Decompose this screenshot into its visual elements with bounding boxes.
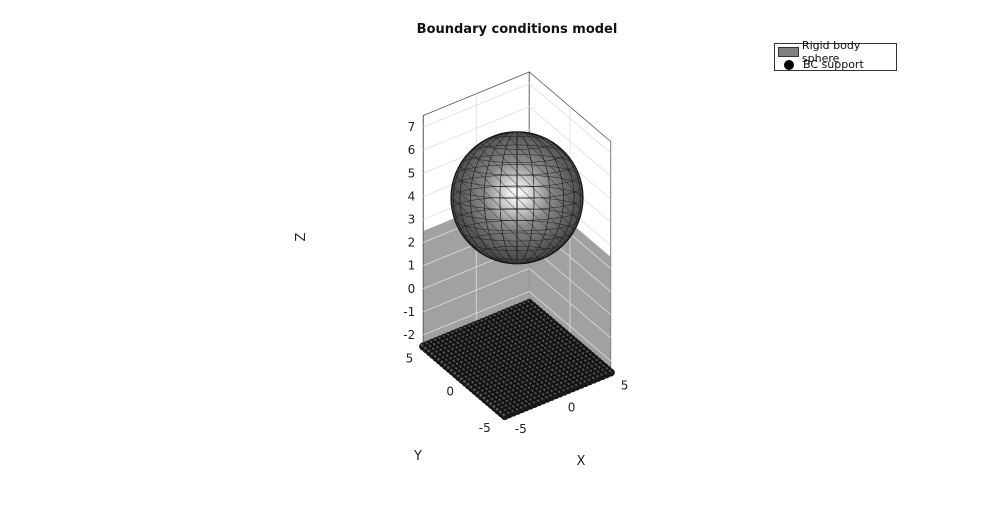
bc-support-point-highlight bbox=[453, 371, 457, 375]
sphere-diagonal bbox=[451, 131, 493, 264]
sphere-meridian bbox=[459, 131, 575, 264]
bc-support-point-highlight bbox=[424, 346, 427, 350]
z-tick-label: 2 bbox=[408, 236, 416, 250]
bc-support-point-highlight bbox=[466, 382, 470, 386]
z-tick-label: 0 bbox=[408, 282, 416, 296]
bc-support-points bbox=[419, 298, 615, 421]
sphere-diagonal bbox=[476, 131, 583, 264]
legend-bc-dot-icon bbox=[784, 59, 794, 70]
sphere-diagonal bbox=[451, 131, 583, 264]
bc-support-point-highlight bbox=[482, 396, 486, 400]
sphere-diagonal bbox=[451, 131, 506, 264]
bc-support-point-highlight bbox=[430, 352, 434, 355]
bc-support-point-highlight bbox=[469, 385, 473, 389]
z-gridline bbox=[423, 83, 612, 154]
sphere-diagonal bbox=[502, 131, 583, 264]
bc-support-point-highlight bbox=[459, 377, 463, 380]
bc-support-point-highlight bbox=[450, 369, 453, 372]
bc-support-point-highlight bbox=[486, 399, 489, 403]
sphere-diagonal bbox=[528, 131, 583, 264]
bc-support-point-highlight bbox=[427, 349, 430, 353]
sphere-meridian bbox=[516, 131, 518, 264]
bc-support-point-highlight bbox=[440, 360, 444, 364]
legend-entry-sphere: Rigid body sphere bbox=[775, 39, 896, 65]
bc-support-point-highlight bbox=[502, 413, 505, 417]
sphere-diagonal bbox=[489, 131, 583, 264]
z-gridline bbox=[423, 106, 612, 177]
chart-title: Boundary conditions model bbox=[417, 22, 618, 37]
legend-entry-bc-support: BC support bbox=[775, 58, 864, 71]
bc-support-point bbox=[500, 411, 509, 421]
bc-support-point-highlight bbox=[433, 355, 437, 358]
bc-support-point-highlight bbox=[437, 357, 440, 361]
z-tick-label: 1 bbox=[408, 259, 416, 273]
z-gridline bbox=[423, 267, 612, 339]
bc-support-point-highlight bbox=[456, 374, 460, 378]
z-tick-label: 7 bbox=[408, 120, 416, 134]
y-tick-label: 5 bbox=[406, 352, 414, 366]
bc-support-point-highlight bbox=[476, 391, 479, 394]
x-tick-label: -5 bbox=[515, 422, 527, 436]
axis-ticks: -2 -1 0 1 2 3 4 5 6 7 -5 0 5 -5 0 5 bbox=[403, 120, 628, 436]
z-tick-label: 4 bbox=[408, 189, 416, 203]
y-tick-label: 0 bbox=[446, 384, 454, 398]
sphere-meridian bbox=[483, 131, 551, 264]
bc-support-point-highlight bbox=[443, 363, 447, 367]
z-gridline bbox=[423, 290, 612, 362]
z-axis-label: Z bbox=[294, 232, 309, 241]
legend-sphere-patch-icon bbox=[778, 46, 799, 57]
bc-support-point-highlight bbox=[479, 394, 483, 397]
sphere-diagonal bbox=[451, 131, 558, 264]
legend: Rigid body sphere BC support bbox=[774, 39, 897, 71]
sphere-latitude bbox=[451, 185, 583, 210]
sphere-diagonal bbox=[541, 131, 583, 264]
legend-sphere-label: Rigid body sphere bbox=[801, 38, 861, 65]
rigid-body-sphere bbox=[450, 131, 584, 265]
bc-support-point-highlight bbox=[473, 388, 476, 392]
x-tick-label: 5 bbox=[621, 379, 629, 393]
bc-support-point-highlight bbox=[495, 407, 499, 411]
y-tick-label: -5 bbox=[479, 421, 491, 435]
legend-bc-label: BC support bbox=[803, 58, 864, 71]
bc-support-point-highlight bbox=[446, 366, 450, 369]
bc-support-point-highlight bbox=[499, 410, 502, 414]
z-gridline bbox=[423, 129, 612, 200]
x-axis-label: X bbox=[577, 454, 586, 469]
bc-support-point-highlight bbox=[463, 380, 466, 383]
bc-support-point-highlight bbox=[489, 402, 492, 405]
bc-support-point-highlight bbox=[420, 344, 424, 347]
sphere-diagonal bbox=[451, 131, 545, 264]
sphere-meridian bbox=[452, 131, 582, 264]
sphere-meridian bbox=[499, 131, 535, 264]
z-tick-label: 3 bbox=[408, 212, 416, 226]
y-axis-label: Y bbox=[413, 449, 422, 464]
z-tick-label: -2 bbox=[403, 328, 415, 342]
z-tick-label: 6 bbox=[408, 143, 416, 157]
z-tick-label: -1 bbox=[403, 305, 415, 319]
x-tick-label: 0 bbox=[568, 400, 576, 414]
bc-support-point-highlight bbox=[492, 405, 496, 408]
sphere-diagonal bbox=[515, 131, 583, 264]
sphere-diagonal bbox=[451, 131, 519, 264]
sphere-diagonal bbox=[451, 131, 532, 264]
sphere-meridian bbox=[470, 131, 564, 264]
z-tick-label: 5 bbox=[408, 166, 416, 180]
